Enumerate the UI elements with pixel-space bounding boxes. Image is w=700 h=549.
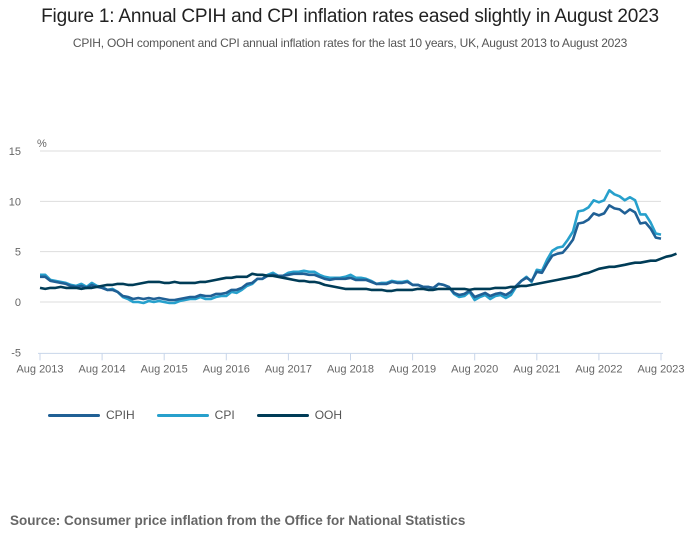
legend-swatch (256, 413, 309, 417)
legend-swatch (48, 413, 100, 417)
legend-label: CPI (214, 408, 235, 422)
legend-label: CPIH (106, 408, 135, 422)
y-tick-label: 0 (15, 297, 21, 309)
x-axis: Aug 2013 Aug 2014 Aug 2015 Aug 2016 Aug 2017… (16, 352, 685, 375)
x-tick-label: Aug 2023 (637, 363, 684, 375)
series-lines (39, 189, 677, 305)
x-tick-label: Aug 2014 (79, 363, 126, 375)
chart-title: Figure 1: Annual CPIH and CPI inflation … (41, 6, 659, 27)
y-axis-label: % (37, 138, 47, 150)
series-line-cpi (40, 189, 662, 305)
y-tick-label: 10 (9, 196, 21, 208)
x-tick-label: Aug 2019 (389, 363, 436, 375)
x-tick-label: Aug 2020 (451, 363, 498, 375)
x-tick-label: Aug 2016 (203, 363, 250, 375)
x-tick-label: Aug 2017 (265, 363, 312, 375)
y-tick-label: -5 (11, 347, 21, 359)
source-note: Source: Consumer price inflation from th… (10, 513, 466, 528)
chart-subtitle: CPIH, OOH component and CPI annual infla… (72, 36, 628, 50)
legend-item-ooh[interactable]: OOH (256, 408, 343, 422)
x-tick-label: Aug 2021 (513, 363, 560, 375)
x-tick-label: Aug 2018 (327, 363, 374, 375)
x-tick-label: Aug 2022 (575, 363, 622, 375)
x-tick-label: Aug 2015 (141, 363, 188, 375)
y-axis: 15 10 5 0 -5 (9, 146, 21, 359)
legend-item-cpi[interactable]: CPI (156, 408, 235, 422)
legend-label: OOH (314, 408, 343, 422)
y-tick-label: 5 (15, 247, 21, 259)
series-line-ooh (39, 252, 677, 293)
y-tick-label: 15 (9, 146, 21, 158)
x-tick-label: Aug 2013 (16, 363, 63, 375)
legend: CPIH CPI OOH (48, 408, 342, 422)
gridlines (40, 150, 661, 303)
legend-swatch (156, 413, 209, 417)
series-line-cpih (40, 204, 662, 302)
legend-item-cpih[interactable]: CPIH (48, 408, 135, 422)
